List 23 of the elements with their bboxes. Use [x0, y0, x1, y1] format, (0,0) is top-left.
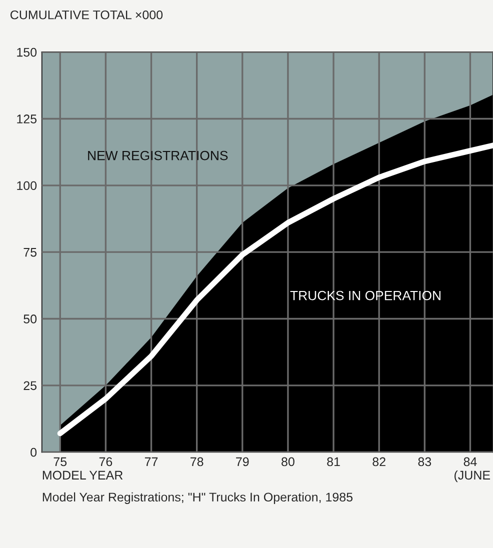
x-axis-title: MODEL YEAR: [42, 470, 123, 480]
x-tick-label: 83: [418, 457, 432, 466]
x-tick-label: 78: [190, 457, 204, 466]
y-tick-label: 150: [17, 48, 37, 57]
y-tick-label: 100: [17, 181, 37, 190]
x-tick-label: 75: [54, 457, 67, 466]
y-axis-title: CUMULATIVE TOTAL ×000: [10, 10, 163, 20]
text: (JUNE: [454, 470, 490, 482]
y-tick-label: 25: [24, 381, 37, 390]
x-tick-label: 80: [282, 457, 294, 466]
y-tick-label: 75: [24, 248, 37, 257]
x-tick-label: 77: [144, 457, 158, 466]
x-tick-label: 79: [236, 457, 249, 466]
y-tick-label: 50: [24, 314, 37, 324]
x-tick-label: 81: [327, 457, 340, 466]
x-tick-label: 82: [372, 457, 386, 466]
y-tick-label: 125: [17, 114, 37, 124]
text: Model Year Registrations; "H" Trucks In Operation, 1985: [42, 492, 353, 504]
y-tick-label: 0: [30, 448, 37, 457]
text: TRUCKS IN OPERATION: [290, 290, 440, 300]
text: NEW REGISTRATIONS: [88, 150, 228, 160]
x-tick-label: 76: [99, 457, 112, 466]
x-tick-label: 84: [464, 457, 477, 466]
